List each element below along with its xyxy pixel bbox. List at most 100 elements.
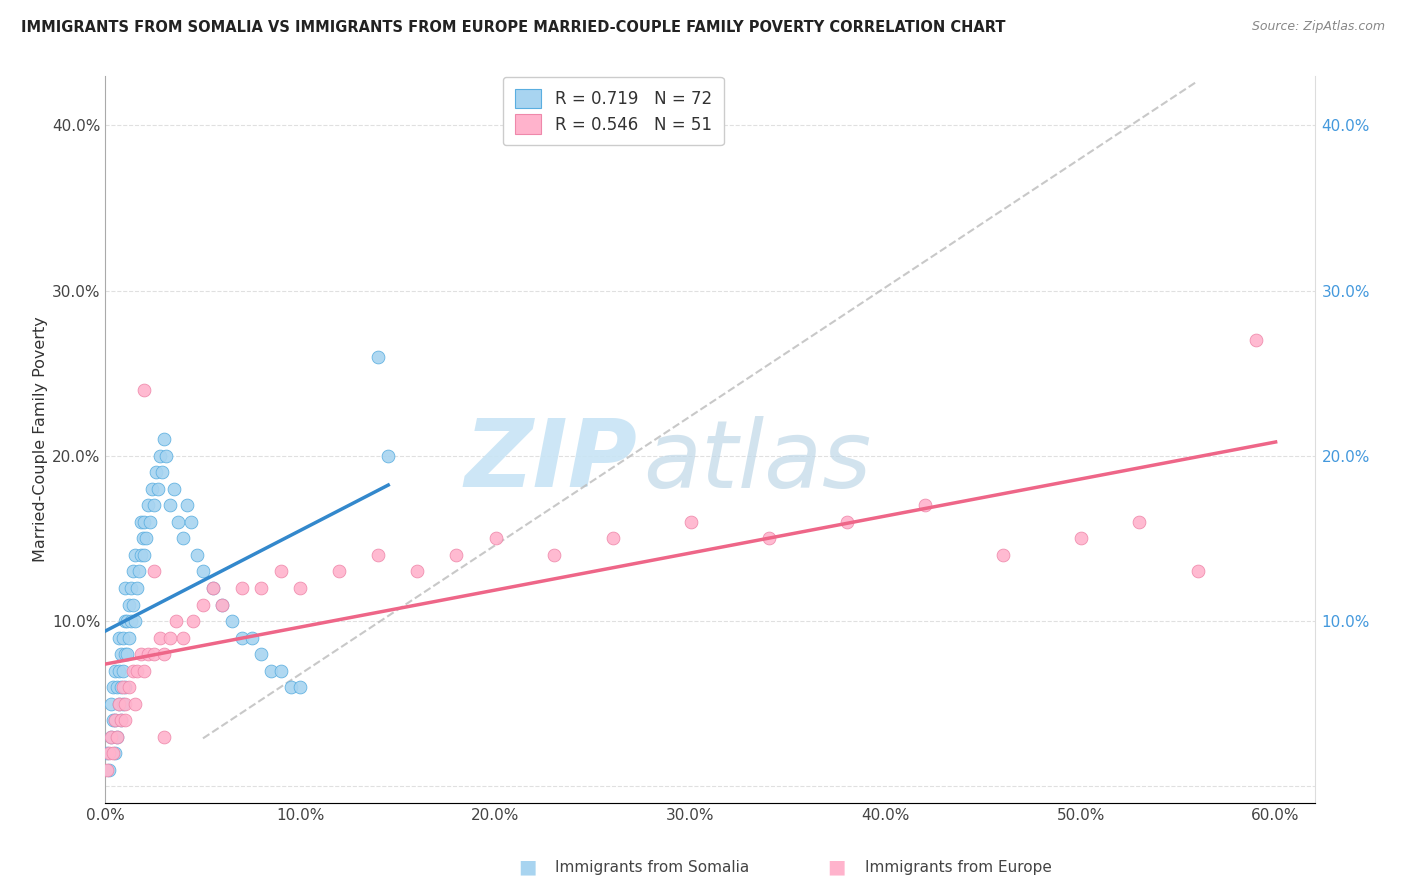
Point (159, 631, 181, 645)
Point (96, 746, 118, 760)
Point (270, 664, 292, 678)
Point (240, 631, 263, 645)
Point (111, 631, 134, 645)
Point (118, 680, 141, 694)
Point (115, 614, 138, 628)
Point (124, 697, 146, 711)
Point (211, 598, 233, 612)
Point (165, 614, 187, 628)
Point (543, 548, 565, 562)
Point (134, 515, 156, 529)
Point (211, 598, 233, 612)
Point (186, 548, 208, 562)
Point (98, 746, 121, 760)
Point (155, 449, 177, 463)
Point (180, 515, 202, 529)
Point (121, 598, 143, 612)
Point (191, 598, 214, 612)
Point (290, 680, 312, 694)
Point (153, 730, 176, 744)
Point (176, 499, 198, 513)
Point (111, 664, 134, 678)
Point (367, 548, 389, 562)
Point (679, 515, 702, 529)
Point (991, 548, 1014, 562)
Point (406, 565, 429, 579)
Point (108, 664, 131, 678)
Point (145, 466, 167, 480)
Point (114, 680, 136, 694)
Point (1187, 565, 1209, 579)
Point (191, 565, 214, 579)
Point (131, 532, 153, 546)
Point (280, 680, 302, 694)
Point (328, 565, 350, 579)
Point (98, 763, 121, 777)
Point (602, 532, 624, 546)
Point (111, 680, 134, 694)
Point (125, 581, 148, 595)
Point (114, 697, 136, 711)
Text: IMMIGRANTS FROM SOMALIA VS IMMIGRANTS FROM EUROPE MARRIED-COUPLE FAMILY POVERTY : IMMIGRANTS FROM SOMALIA VS IMMIGRANTS FR… (21, 20, 1005, 35)
Point (181, 614, 204, 628)
Point (143, 565, 166, 579)
Text: Source: ZipAtlas.com: Source: ZipAtlas.com (1251, 20, 1385, 33)
Point (114, 647, 136, 661)
Text: atlas: atlas (644, 416, 872, 507)
Point (110, 713, 132, 727)
Point (146, 482, 169, 496)
Point (159, 499, 181, 513)
Point (104, 713, 127, 727)
Point (1128, 515, 1150, 529)
Point (100, 730, 122, 744)
Y-axis label: Married-Couple Family Poverty: Married-Couple Family Poverty (34, 317, 48, 562)
Text: Immigrants from Europe: Immigrants from Europe (865, 860, 1052, 874)
Point (484, 532, 506, 546)
Point (105, 730, 128, 744)
Text: ■: ■ (827, 857, 846, 877)
Point (149, 631, 172, 645)
Point (367, 350, 389, 364)
Text: ZIP: ZIP (464, 415, 637, 508)
Point (231, 581, 253, 595)
Point (103, 713, 125, 727)
Point (114, 614, 136, 628)
Point (377, 449, 399, 463)
Point (172, 532, 194, 546)
Point (446, 548, 468, 562)
Point (1070, 532, 1092, 546)
Point (118, 631, 141, 645)
Point (134, 664, 156, 678)
Point (114, 713, 136, 727)
Point (172, 631, 194, 645)
Point (96, 763, 118, 777)
Point (118, 598, 141, 612)
Point (143, 499, 166, 513)
Point (110, 713, 132, 727)
Point (103, 680, 125, 694)
Text: Immigrants from Somalia: Immigrants from Somalia (555, 860, 749, 874)
Point (129, 647, 152, 661)
Point (153, 647, 176, 661)
Point (141, 482, 163, 496)
Point (163, 482, 186, 496)
Point (139, 515, 162, 529)
Point (128, 565, 150, 579)
Point (143, 647, 166, 661)
Point (835, 515, 858, 529)
Point (260, 664, 283, 678)
Point (221, 614, 243, 628)
Point (111, 697, 134, 711)
Point (124, 614, 146, 628)
Point (1244, 333, 1267, 347)
Point (105, 680, 128, 694)
Point (108, 697, 131, 711)
Point (166, 515, 188, 529)
Point (121, 565, 143, 579)
Point (104, 713, 127, 727)
Point (231, 631, 253, 645)
Point (150, 466, 173, 480)
Point (134, 548, 156, 562)
Legend: R = 0.719   N = 72, R = 0.546   N = 51: R = 0.719 N = 72, R = 0.546 N = 51 (503, 77, 724, 145)
Point (201, 581, 224, 595)
